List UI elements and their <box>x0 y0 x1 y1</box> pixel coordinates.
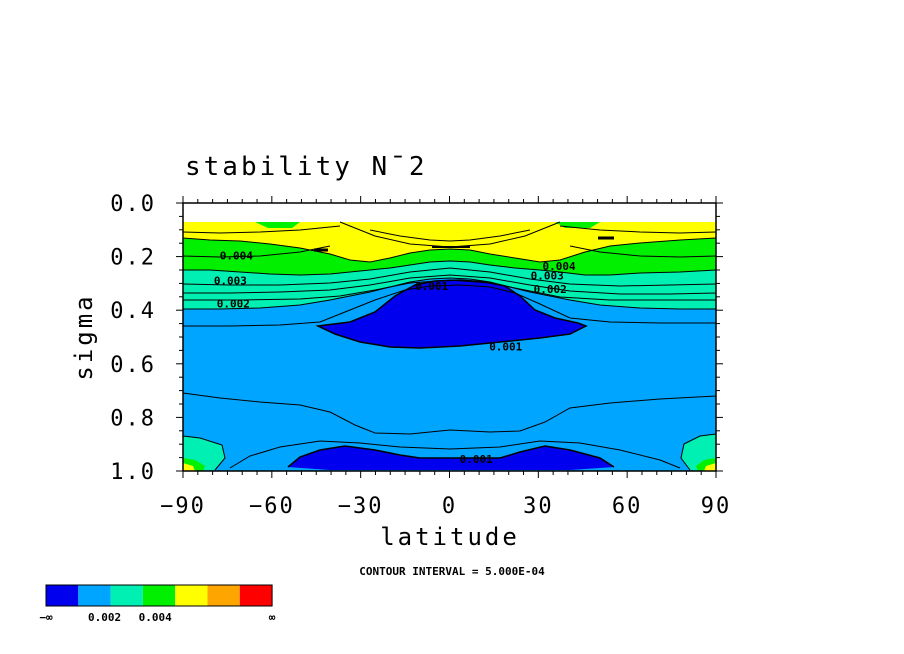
contour-label: 0.003 <box>531 269 564 282</box>
region-level-4-spot-left <box>255 222 300 228</box>
x-tick-label: −30 <box>338 494 384 519</box>
contour-label: 0.002 <box>534 283 567 296</box>
contour-interval-label: CONTOUR INTERVAL = 5.000E-04 <box>359 565 545 578</box>
x-tick-label: 30 <box>523 494 554 519</box>
colorbar-swatch <box>239 585 273 606</box>
colorbar-labels: −∞ 0.002 0.004 ∞ <box>39 611 275 624</box>
colorbar-swatch <box>207 585 240 606</box>
contour-line-005-band <box>182 225 341 234</box>
contour-line-001-surface <box>287 445 615 468</box>
x-tick-label: 0 <box>442 494 457 519</box>
contour-line-0015-lower <box>182 392 717 435</box>
y-tick-label: 0.6 <box>110 353 156 378</box>
contour-labels: 0.0040.0030.0020.0010.0040.0030.0020.001… <box>214 249 576 466</box>
region-level-5-north-pole <box>704 463 716 471</box>
x-tick-label: 90 <box>701 494 732 519</box>
contour-line-002-north <box>680 433 717 471</box>
contour-line-0035 <box>182 267 717 287</box>
contour-label: 0.001 <box>460 453 493 466</box>
x-tick-label: −60 <box>249 494 295 519</box>
region-level-1 <box>318 280 586 348</box>
region-level-4 <box>183 238 716 275</box>
colorbar-frame <box>45 584 273 607</box>
y-tick-label: 0.8 <box>110 406 156 431</box>
y-tick-labels: 0.0 0.2 0.4 0.6 0.8 1.0 <box>110 192 156 485</box>
contour-line-005-band-right <box>559 225 717 234</box>
contour-line-004 <box>183 260 717 276</box>
x-tick-label: −90 <box>160 494 206 519</box>
colorbar-swatch <box>142 585 176 606</box>
colorbar-label: ∞ <box>269 611 276 624</box>
y-tick-label: 0.2 <box>110 246 156 271</box>
colorbar-swatch <box>78 585 111 606</box>
contour-line-0005 <box>182 237 717 263</box>
contour-label: 0.001 <box>415 280 448 293</box>
contour-label: 0.001 <box>489 340 522 353</box>
contour-line-0015-surface <box>229 440 681 469</box>
colorbar-swatch <box>175 585 208 606</box>
contour-line-002 <box>183 277 716 310</box>
region-level-3 <box>183 261 716 309</box>
contour-line-0045-top <box>369 229 531 242</box>
y-tick-label: 1.0 <box>110 460 156 485</box>
colorbar-swatch <box>46 585 79 606</box>
region-level-5 <box>183 222 716 262</box>
colorbar-label: 0.002 <box>88 611 121 624</box>
contour-line-0015 <box>183 284 716 327</box>
contour-label: 0.004 <box>220 249 253 262</box>
contour-line-002-south <box>182 435 226 471</box>
colorbar-label: −∞ <box>39 611 53 624</box>
contour-line-0045-upper-left <box>182 245 331 258</box>
contour-label: 0.002 <box>217 298 250 311</box>
contour-line-001-core <box>315 279 588 349</box>
colorbar-swatch <box>110 585 143 606</box>
x-tick-labels: −90 −60 −30 0 30 60 90 <box>160 494 732 519</box>
axis-ticks <box>176 196 723 478</box>
x-tick-label: 60 <box>612 494 643 519</box>
contour-line-0045-upper-right <box>569 245 717 258</box>
filled-contours <box>183 222 716 471</box>
colorbar-label: 0.004 <box>139 611 172 624</box>
contour-label: 0.004 <box>542 260 575 273</box>
chart-title: stability N¯2 <box>185 152 428 182</box>
x-axis-label: latitude <box>380 523 520 551</box>
y-axis-label: sigma <box>70 293 98 380</box>
contour-label: 0.003 <box>214 275 247 288</box>
y-tick-label: 0.4 <box>110 299 156 324</box>
colorbar <box>45 584 273 607</box>
region-level-5-south-pole <box>183 463 195 471</box>
contour-lines <box>182 221 717 471</box>
y-tick-label: 0.0 <box>110 192 156 217</box>
contour-line-003 <box>183 274 717 295</box>
